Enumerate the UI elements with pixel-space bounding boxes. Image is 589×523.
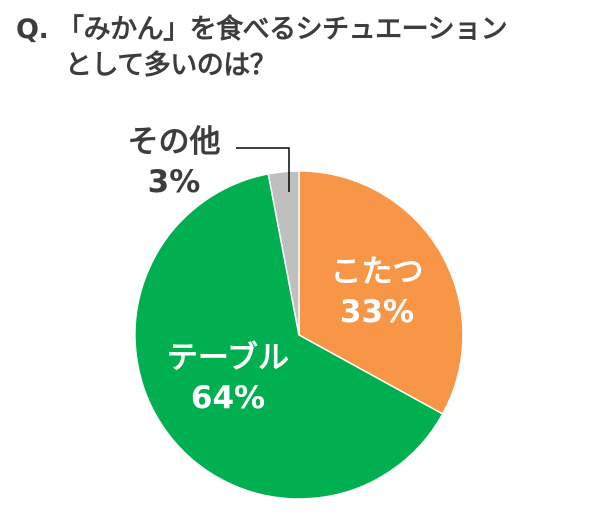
chart-title: Q. 「みかん」を食べるシチュエーション として多いのは？	[16, 12, 508, 84]
slice-value-table: 64%	[191, 380, 265, 416]
title-line-1: Q. 「みかん」を食べるシチュエーション	[16, 14, 508, 45]
slice-label-kotatsu: こたつ	[331, 254, 424, 290]
pie-slice-kotatsu	[298, 170, 464, 416]
leader-line-other	[236, 147, 290, 192]
title-line-2: として多いのは？	[65, 50, 277, 81]
slice-label-other: その他	[128, 124, 221, 160]
pie-slice-other	[267, 170, 300, 336]
slice-value-kotatsu: 33%	[340, 294, 414, 330]
slice-label-table: テーブル	[167, 340, 289, 376]
slice-value-other: 3%	[148, 164, 201, 200]
pie-slice-table	[134, 173, 444, 500]
